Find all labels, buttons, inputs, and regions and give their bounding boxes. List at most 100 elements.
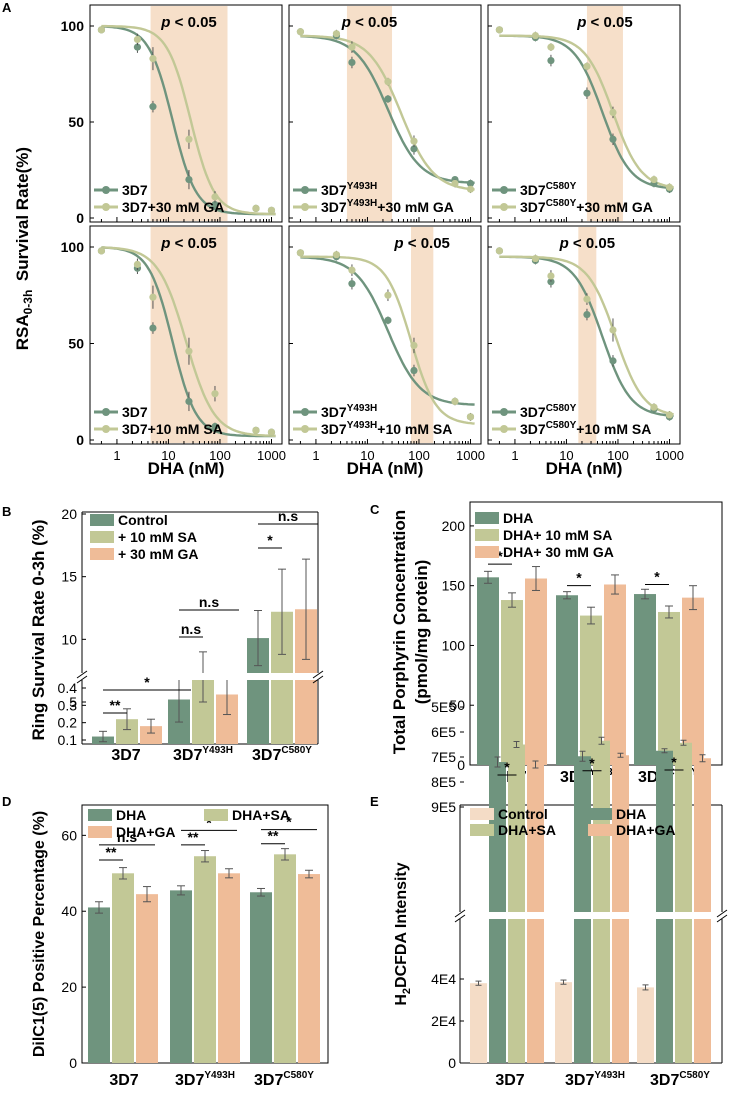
bar — [634, 594, 656, 765]
y-tick-label: 4E4 — [431, 971, 456, 987]
data-point — [650, 176, 658, 184]
pvalue-label: p < 0.05 — [576, 14, 632, 31]
legend-swatch — [88, 826, 112, 838]
data-point — [211, 390, 219, 398]
bar — [675, 742, 692, 1063]
data-point — [609, 357, 617, 365]
data-point — [531, 31, 540, 40]
data-point — [384, 291, 392, 299]
plot-frame — [288, 225, 482, 445]
x-tick-label: 10 — [161, 448, 175, 463]
legend-text: +10 mM SA — [576, 421, 651, 437]
bar — [604, 584, 626, 765]
plot-frame — [288, 4, 482, 223]
bar — [218, 873, 240, 1063]
panel-letter-b: B — [2, 504, 11, 519]
category-label: 3D7 — [109, 1072, 138, 1089]
bar — [637, 987, 654, 1063]
category-label: 3D7Y493H — [175, 1070, 235, 1089]
y-tick-label: 0.1 — [58, 732, 78, 748]
legend-superscript: Y493H — [347, 420, 378, 431]
y-axis-label-line1: Total Porphyrin Concentration — [390, 510, 409, 754]
y-tick-label: 40 — [61, 903, 77, 919]
bar — [192, 676, 214, 744]
data-point — [149, 293, 157, 301]
category-label: 3D7C580Y — [254, 1070, 314, 1089]
x-tick-label: 1000 — [257, 448, 286, 463]
legend-label: DHA — [116, 807, 146, 823]
category-label: 3D7C580Y — [650, 1070, 710, 1089]
legend-label: DHA+GA — [116, 824, 176, 840]
legend-label: DHA+SA — [232, 807, 290, 823]
y-axis-label-part: DCFDA Intensity — [393, 862, 410, 988]
data-point — [211, 193, 219, 201]
bar — [116, 719, 138, 744]
bar — [140, 726, 162, 744]
pvalue-rest: < 0.05 — [351, 14, 397, 31]
y-tick-label: 150 — [442, 578, 466, 594]
legend-marker — [301, 203, 309, 211]
pvalue-label: p < 0.05 — [341, 14, 397, 31]
category-label: 3D7Y493H — [565, 1070, 625, 1089]
pvalue-rest: < 0.05 — [569, 235, 615, 252]
x-tick-label: 1 — [312, 448, 319, 463]
legend-marker — [102, 186, 110, 194]
legend-superscript: Y493H — [347, 403, 378, 414]
legend-treated: 3D7Y493H+10 mM SA — [321, 420, 452, 437]
legend-marker — [500, 203, 508, 211]
y-tick-label: 6E5 — [431, 724, 456, 740]
plot-frame — [487, 225, 681, 445]
data-point — [267, 206, 276, 214]
significance-label: * — [144, 674, 150, 690]
legend-marker — [500, 408, 508, 416]
bar — [112, 873, 134, 1063]
x-tick-label: 10 — [360, 448, 374, 463]
legend-swatch — [470, 824, 494, 836]
legend-swatch — [475, 512, 499, 524]
axis-break-mark — [76, 670, 88, 679]
data-point — [149, 103, 157, 111]
data-point — [609, 135, 617, 143]
legend-text: +30 mM GA — [377, 199, 454, 215]
bar — [593, 740, 610, 1063]
legend-text: 3D7 — [520, 421, 546, 437]
legend-control: 3D7C580Y — [520, 181, 577, 198]
data-point — [267, 428, 276, 436]
legend-marker — [301, 408, 309, 416]
significance-label: * — [497, 548, 503, 564]
bar — [682, 597, 704, 765]
y-tick-label: 0.4 — [58, 680, 78, 696]
bar — [525, 578, 547, 765]
legend-text: 3D7 — [520, 199, 546, 215]
x-axis-label: DHA (nM) — [546, 459, 623, 478]
data-point — [296, 249, 305, 257]
significance-label: * — [267, 532, 273, 548]
data-point — [296, 28, 305, 36]
legend-marker — [500, 425, 508, 433]
curve-ylabel-rsa-sub: 0-3h — [21, 290, 35, 315]
pvalue-p: p — [393, 235, 403, 252]
y-tick-label: 20 — [61, 506, 77, 522]
axis-break-mark — [716, 914, 728, 923]
data-point — [495, 26, 504, 34]
significance-label: * — [589, 755, 595, 771]
bar — [88, 907, 110, 1063]
y-axis-label: DilC1(5) Positive Percentage (%) — [31, 811, 48, 1057]
bar — [656, 750, 673, 1063]
data-point — [348, 280, 356, 288]
category-sup: C580Y — [281, 745, 312, 756]
legend-treated: 3D7+10 mM SA — [122, 421, 223, 437]
legend-swatch — [90, 548, 114, 560]
data-point — [451, 179, 459, 188]
legend-label: + 30 mM GA — [118, 546, 199, 562]
x-axis-label: DHA (nM) — [347, 459, 424, 478]
bar — [247, 638, 269, 744]
bar — [658, 611, 680, 765]
